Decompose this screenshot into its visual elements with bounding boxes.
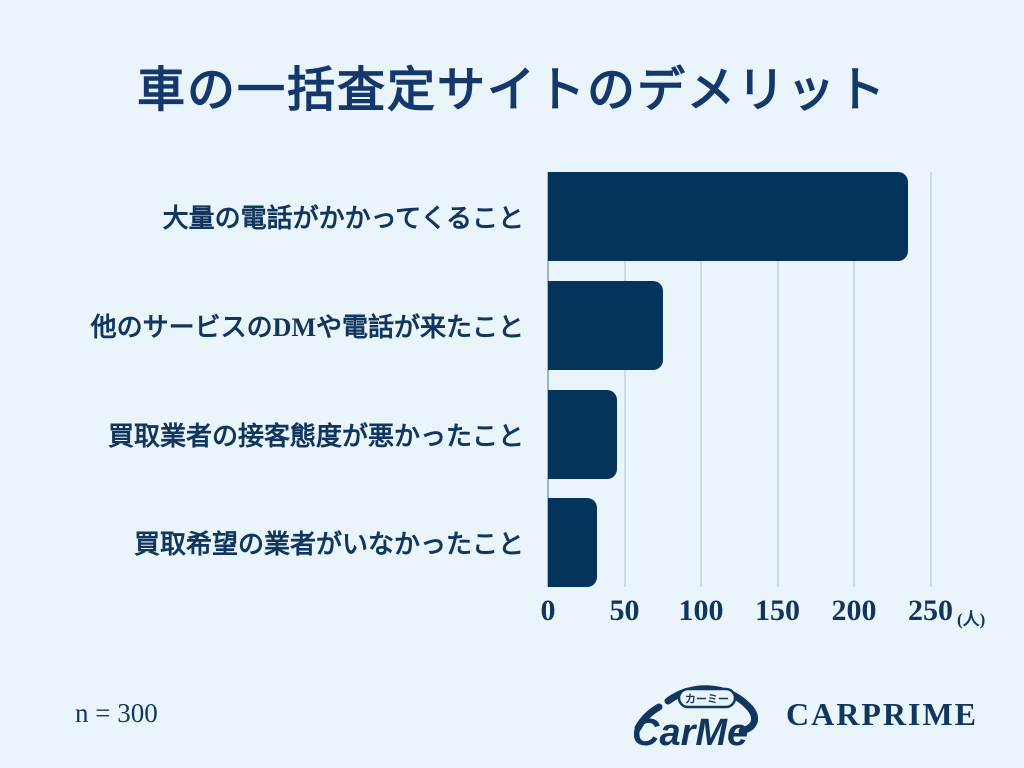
category-label: 大量の電話がかかってくること	[162, 204, 524, 233]
x-tick-label: 150	[755, 594, 800, 627]
x-axis: (人) 0 50 100 150 200 250	[541, 594, 1017, 636]
x-gridline	[623, 172, 626, 587]
page-title: 車の一括査定サイトのデメリット	[136, 64, 887, 117]
bar	[548, 389, 617, 479]
category-label: 買取希望の業者がいなかったこと	[133, 530, 524, 560]
x-gridline	[700, 172, 702, 587]
plot-area	[547, 172, 987, 588]
x-gridline	[853, 172, 855, 587]
carme-badge-border	[677, 687, 737, 709]
carme-wordmark: CarMe	[632, 712, 748, 754]
x-axis-unit-label: (人)	[957, 610, 986, 629]
car-hood-stroke-icon	[634, 703, 663, 732]
x-gridline	[929, 172, 932, 587]
x-gridline	[776, 172, 779, 587]
bar	[548, 172, 908, 261]
carme-logo: CarMe カーミー	[632, 685, 758, 754]
bar	[548, 280, 663, 370]
carprime-logo: CARPRIME	[786, 696, 978, 732]
x-tick-label: 250	[908, 594, 953, 627]
x-tick-label: 100	[678, 594, 724, 627]
category-labels: 大量の電話がかかってくること他のサービスのDMや電話が来たこと買取業者の接客態度…	[0, 172, 536, 587]
x-tick-label: 0	[540, 594, 556, 627]
bar	[548, 498, 597, 588]
sample-size-note: n = 300	[75, 698, 158, 728]
y-axis-line	[547, 172, 549, 587]
x-tick-label: 200	[831, 594, 877, 627]
x-tick-label: 50	[609, 594, 640, 627]
category-label: 買取業者の接客態度が悪かったこと	[107, 421, 524, 451]
category-label: 他のサービスのDMや電話が来たこと	[90, 312, 524, 342]
carme-badge-text: カーミー	[685, 693, 729, 706]
